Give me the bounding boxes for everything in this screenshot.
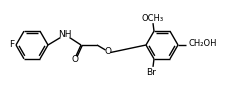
Text: NH: NH: [58, 30, 71, 40]
Text: O: O: [71, 55, 78, 64]
Text: CH₂OH: CH₂OH: [188, 40, 216, 49]
Text: O: O: [104, 48, 111, 57]
Text: OCH₃: OCH₃: [141, 14, 163, 23]
Text: Br: Br: [145, 68, 155, 77]
Text: F: F: [9, 40, 14, 49]
